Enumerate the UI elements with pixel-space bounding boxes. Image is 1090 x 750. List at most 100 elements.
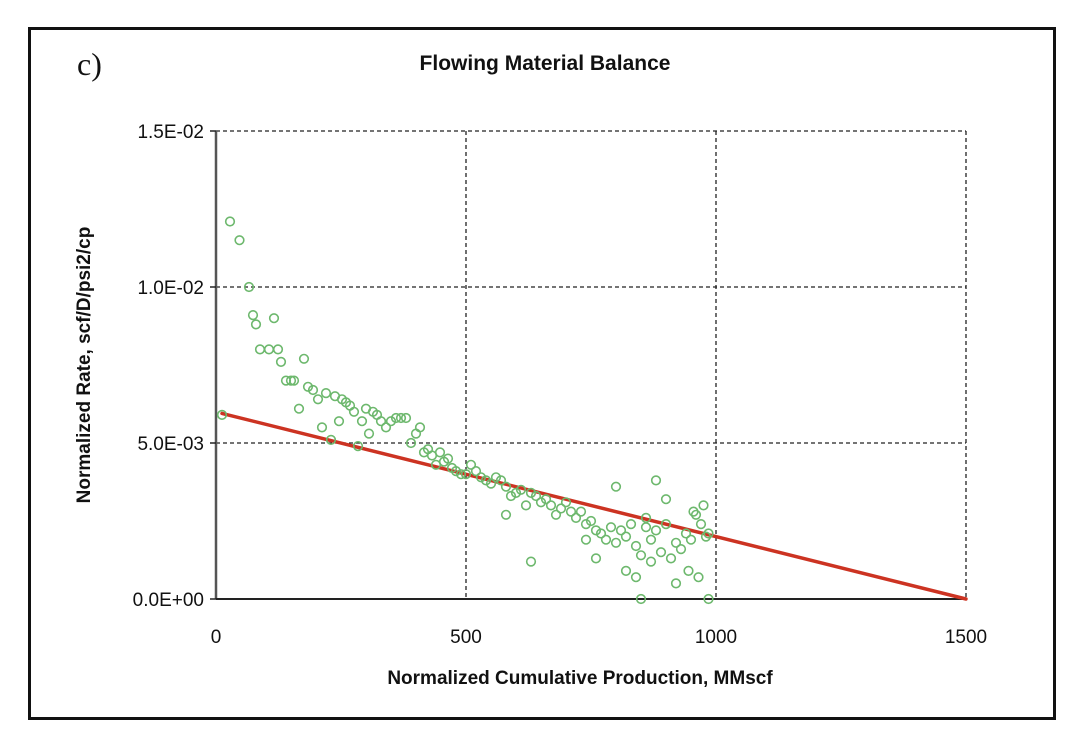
scatter-point bbox=[610, 481, 622, 492]
scatter-point bbox=[515, 484, 527, 495]
scatter-point bbox=[312, 394, 324, 405]
scatter-point bbox=[620, 565, 632, 577]
scatter-point bbox=[660, 494, 672, 505]
scatter-point bbox=[400, 412, 412, 424]
scatter-point bbox=[288, 375, 300, 386]
scatter-point bbox=[356, 416, 368, 427]
figure-frame bbox=[28, 27, 1056, 720]
scatter-point bbox=[670, 578, 682, 589]
scatter-point bbox=[580, 534, 592, 545]
scatter-point bbox=[465, 459, 477, 470]
scatter-point bbox=[247, 310, 259, 321]
y-tick-label: 1.5E-02 bbox=[137, 122, 204, 143]
scatter-point bbox=[475, 472, 487, 483]
x-axis-title: Normalized Cumulative Production, MMscf bbox=[387, 668, 773, 689]
scatter-point bbox=[302, 381, 314, 392]
scatter-point bbox=[442, 453, 454, 464]
scatter-point bbox=[414, 422, 426, 433]
scatter-point bbox=[375, 416, 387, 427]
scatter-point bbox=[348, 406, 360, 417]
scatter-point bbox=[605, 522, 617, 533]
scatter-point bbox=[490, 472, 502, 483]
scatter-point bbox=[333, 416, 345, 427]
scatter-point bbox=[590, 553, 602, 564]
scatter-point bbox=[620, 531, 632, 542]
scatter-point bbox=[363, 428, 375, 439]
scatter-point bbox=[500, 509, 512, 520]
scatter-point bbox=[525, 487, 537, 499]
scatter-point bbox=[505, 490, 517, 502]
scatter-point bbox=[395, 412, 407, 424]
scatter-point bbox=[615, 525, 627, 536]
y-tick-label: 5.0E-03 bbox=[137, 434, 204, 455]
scatter-point bbox=[480, 475, 492, 486]
scatter-point bbox=[500, 481, 512, 492]
scatter-point bbox=[665, 553, 677, 564]
scatter-point bbox=[234, 235, 245, 246]
scatter-point bbox=[243, 281, 255, 293]
scatter-point bbox=[307, 384, 319, 396]
scatter-point bbox=[703, 528, 714, 539]
scatter-point bbox=[640, 522, 652, 533]
scatter-point bbox=[254, 344, 266, 355]
scatter-point bbox=[703, 593, 714, 605]
scatter-point bbox=[650, 525, 662, 536]
scatter-point bbox=[510, 487, 522, 499]
grid-layer bbox=[216, 130, 967, 599]
scatter-point bbox=[685, 534, 697, 545]
scatter-point bbox=[550, 509, 562, 520]
x-tick-label: 1000 bbox=[695, 627, 737, 648]
scatter-point bbox=[590, 525, 602, 536]
scatter-point bbox=[635, 550, 647, 561]
scatter-point bbox=[390, 412, 402, 424]
scatter-point bbox=[530, 490, 542, 502]
x-tick-label: 500 bbox=[450, 627, 482, 648]
scatter-point bbox=[495, 475, 507, 486]
scatter-point bbox=[285, 375, 297, 386]
scatter-point bbox=[325, 434, 337, 446]
scatter-point bbox=[410, 428, 422, 439]
scatter-point bbox=[272, 344, 284, 355]
scatter-point bbox=[450, 466, 462, 477]
scatter-point bbox=[560, 497, 572, 508]
scatter-point bbox=[565, 506, 577, 517]
panel-label: c) bbox=[77, 46, 102, 82]
scatter-point bbox=[698, 500, 709, 511]
fit-line bbox=[220, 411, 968, 601]
scatter-point bbox=[630, 540, 642, 552]
fit-line-layer bbox=[220, 411, 968, 601]
scatter-point bbox=[250, 319, 262, 330]
scatter-point bbox=[630, 572, 642, 583]
scatter-point bbox=[216, 409, 228, 421]
scatter-point bbox=[580, 518, 592, 530]
scatter-point bbox=[675, 543, 687, 555]
scatter-point bbox=[540, 494, 552, 505]
scatter-point bbox=[520, 500, 532, 511]
y-tick-label: 0.0E+00 bbox=[133, 590, 204, 611]
scatter-point bbox=[275, 356, 287, 368]
scatter-point bbox=[645, 556, 657, 567]
scatter-point bbox=[385, 416, 397, 427]
scatter-point bbox=[610, 537, 622, 548]
scatter-point bbox=[683, 565, 694, 577]
scatter-point bbox=[320, 388, 332, 399]
scatter-point bbox=[650, 475, 662, 486]
scatter-point bbox=[470, 466, 482, 477]
scatter-point bbox=[635, 593, 647, 605]
scatter-point bbox=[268, 313, 280, 324]
scatter-point bbox=[380, 422, 392, 433]
scatter-point bbox=[693, 572, 704, 583]
scatter-point bbox=[535, 497, 547, 508]
scatter-point bbox=[352, 441, 364, 452]
scatter-point bbox=[670, 537, 682, 548]
scatter-point bbox=[660, 518, 672, 530]
scatter-point bbox=[585, 515, 597, 527]
scatter-point bbox=[434, 447, 446, 458]
scatter-point bbox=[700, 531, 712, 542]
scatter-point bbox=[655, 547, 667, 558]
y-tick-label: 1.0E-02 bbox=[137, 278, 204, 299]
scatter-point bbox=[460, 469, 472, 480]
x-tick-label: 1500 bbox=[945, 627, 987, 648]
scatter-point bbox=[688, 506, 699, 517]
